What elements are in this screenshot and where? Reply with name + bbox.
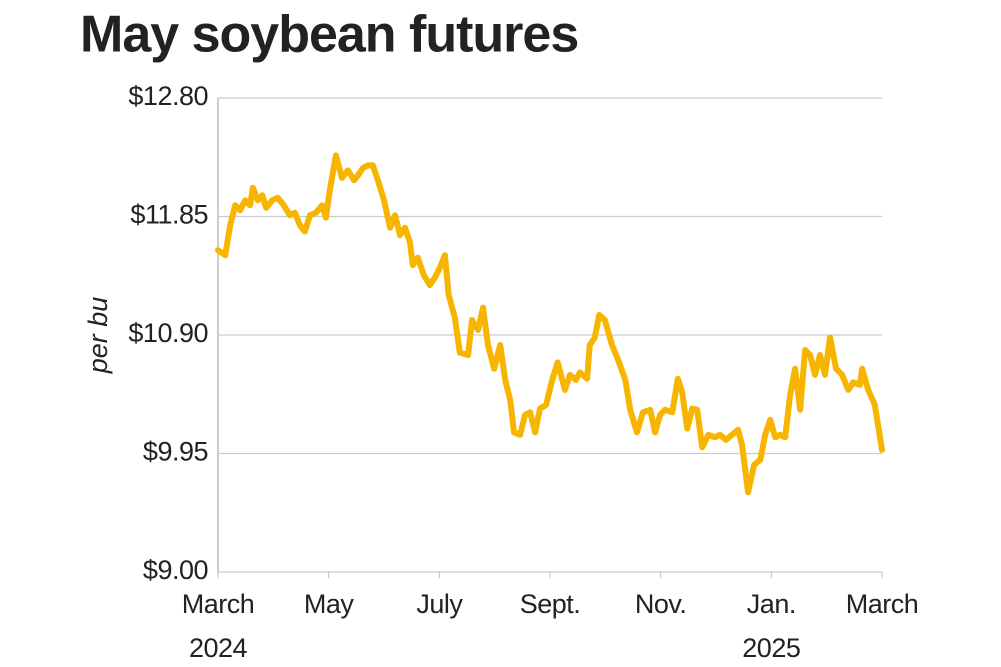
chart-title: May soybean futures: [80, 6, 578, 64]
x-tick-sublabel: 2024: [189, 633, 248, 663]
x-tick-label: Jan.: [747, 589, 796, 619]
x-tick-label: July: [416, 589, 463, 619]
y-tick-label: $9.00: [143, 555, 208, 585]
y-tick-label: $10.90: [128, 318, 208, 348]
price-line: [215, 152, 885, 496]
x-tick-label: March: [182, 589, 255, 619]
x-tick-label: March: [846, 589, 919, 619]
x-tick-label: Sept.: [520, 589, 581, 619]
y-tick-label: $12.80: [128, 81, 208, 111]
y-tick-label: $9.95: [143, 437, 208, 467]
x-tick-sublabel: 2025: [742, 633, 800, 663]
x-tick-label: Nov.: [635, 589, 687, 619]
x-tick-label: May: [304, 589, 355, 619]
y-axis-label: per bu: [83, 297, 113, 375]
y-tick-label: $11.85: [130, 200, 208, 230]
